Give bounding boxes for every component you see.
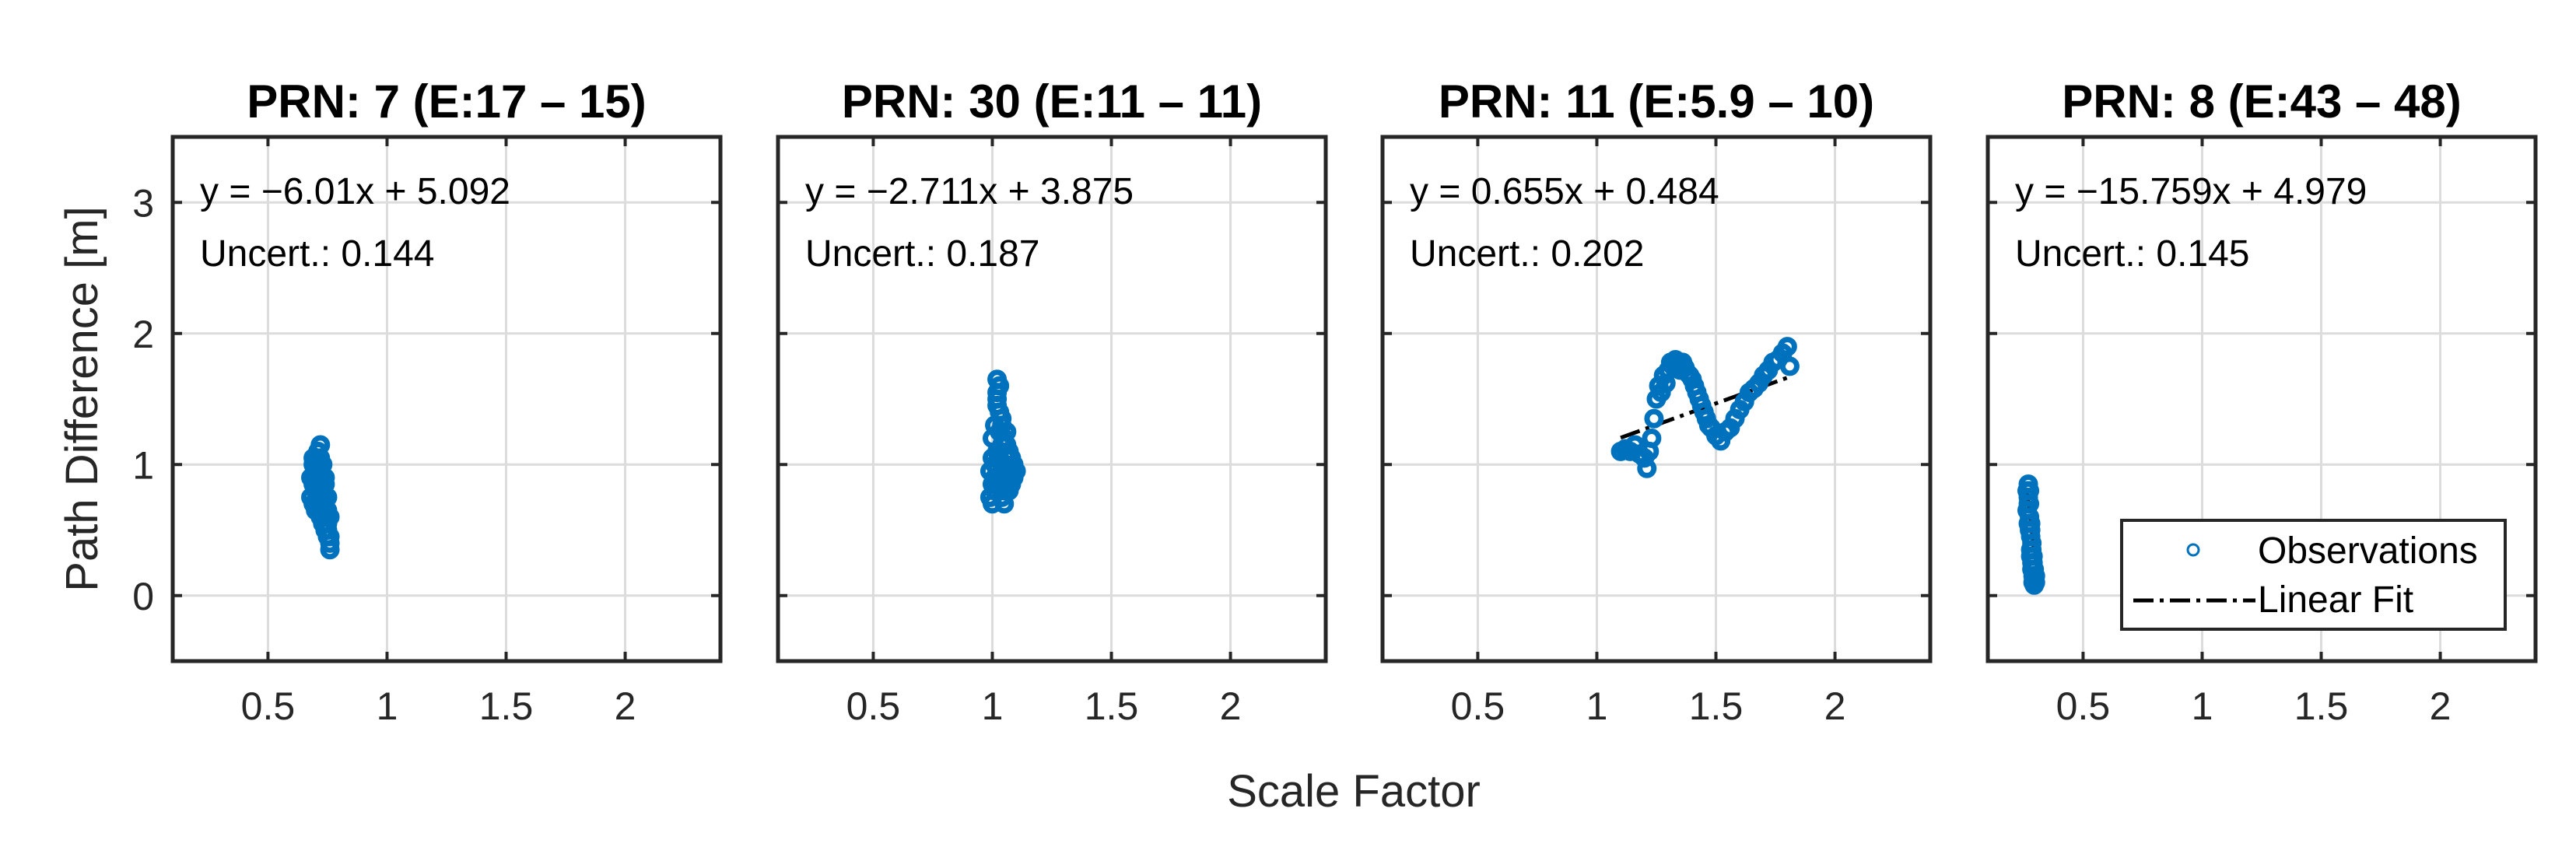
panel-title: PRN: 30 (E:11 – 11)	[842, 75, 1262, 128]
uncertainty-label: Uncert.: 0.145	[2015, 233, 2250, 275]
observations-group	[980, 369, 1026, 514]
x-tick-label: 0.5	[241, 684, 296, 728]
fit-equation: y = 0.655x + 0.484	[1410, 171, 1719, 212]
uncertainty-label: Uncert.: 0.144	[200, 233, 435, 275]
observation-point	[1637, 458, 1657, 478]
fit-equation: y = −6.01x + 5.092	[200, 171, 510, 212]
panel-title: PRN: 7 (E:17 – 15)	[247, 75, 647, 128]
tick-marks	[1383, 137, 1930, 661]
observation-point	[320, 527, 340, 547]
panel-prn-11: PRN: 11 (E:5.9 – 10) y = 0.655x + 0.484 …	[1380, 75, 1933, 728]
x-tick-label: 0.5	[2056, 684, 2111, 728]
y-tick-label: 0	[132, 575, 154, 618]
panel-prn-7: PRN: 7 (E:17 – 15) y = −6.01x + 5.092 Un…	[132, 75, 723, 728]
x-tick-label: 1.5	[2294, 684, 2349, 728]
x-tick-label: 0.5	[1451, 684, 1505, 728]
legend: Observations Linear Fit	[2120, 519, 2507, 631]
x-tick-label: 2	[1220, 684, 1242, 728]
legend-observations-label: Observations	[2258, 530, 2478, 572]
observation-point	[992, 415, 1012, 436]
x-tick-label: 1.5	[1689, 684, 1744, 728]
y-tick-label: 2	[132, 313, 154, 356]
grid	[778, 137, 1326, 661]
observation-point	[997, 435, 1017, 455]
tick-marks	[778, 137, 1326, 661]
observation-point	[1642, 429, 1662, 449]
observation-point	[2020, 481, 2040, 501]
observation-point	[994, 494, 1015, 514]
observation-point	[990, 376, 1010, 396]
y-tick-label: 1	[132, 443, 154, 487]
observation-point	[2020, 520, 2041, 540]
observation-point	[1777, 337, 1797, 357]
panel-title: PRN: 11 (E:5.9 – 10)	[1439, 75, 1874, 128]
fit-equation: y = −15.759x + 4.979	[2015, 171, 2367, 212]
observations-group	[301, 435, 340, 560]
x-tick-labels: 0.5 1 1.5 2	[1451, 684, 1846, 728]
x-tick-label: 2	[1824, 684, 1846, 728]
fit-equation: y = −2.711x + 3.875	[805, 171, 1134, 212]
x-tick-labels: 0.5 1 1.5 2	[846, 684, 1242, 728]
observation-point	[2022, 540, 2042, 560]
x-tick-labels: 0.5 1 1.5 2	[241, 684, 636, 728]
axes-frame	[1985, 135, 2538, 663]
axes-frame	[776, 135, 1328, 663]
x-tick-label: 1	[377, 684, 398, 728]
y-tick-label: 3	[132, 181, 154, 225]
x-tick-label: 1.5	[479, 684, 534, 728]
observation-point	[1006, 461, 1026, 481]
legend-fit-label: Linear Fit	[2258, 579, 2413, 621]
observation-point	[1644, 408, 1664, 429]
x-tick-label: 1	[2192, 684, 2213, 728]
axes-frame	[1380, 135, 1933, 663]
x-tick-label: 1.5	[1085, 684, 1139, 728]
axes-frame	[170, 135, 723, 663]
observation-point	[315, 487, 335, 507]
x-tick-label: 0.5	[846, 684, 901, 728]
uncertainty-label: Uncert.: 0.202	[1410, 233, 1645, 275]
x-tick-label: 2	[2430, 684, 2452, 728]
observations-group	[2017, 474, 2045, 595]
y-tick-labels: 0 1 2 3	[132, 181, 154, 618]
observation-point	[303, 448, 324, 468]
observation-point	[2024, 570, 2045, 590]
tick-marks	[173, 137, 720, 661]
panel-prn-30: PRN: 30 (E:11 – 11) y = −2.711x + 3.875 …	[776, 75, 1328, 728]
uncertainty-label: Uncert.: 0.187	[805, 233, 1040, 275]
observations-group	[1610, 337, 1800, 478]
observation-point	[985, 467, 1005, 488]
x-tick-label: 1	[982, 684, 1004, 728]
x-axis-label: Scale Factor	[1227, 766, 1481, 817]
y-axis-label: Path Difference [m]	[57, 206, 107, 591]
legend-observations-marker	[2186, 543, 2200, 557]
panel-prn-8: PRN: 8 (E:43 – 48) y = −15.759x + 4.979 …	[1985, 75, 2538, 728]
panel-title: PRN: 8 (E:43 – 48)	[2062, 75, 2462, 128]
grid	[173, 137, 720, 661]
legend-box	[2120, 519, 2507, 631]
x-tick-label: 2	[615, 684, 636, 728]
x-tick-label: 1	[1586, 684, 1608, 728]
x-tick-labels: 0.5 1 1.5 2	[2056, 684, 2452, 728]
tick-marks	[1988, 137, 2536, 661]
observation-point	[1779, 356, 1800, 376]
grid	[1383, 137, 1930, 661]
